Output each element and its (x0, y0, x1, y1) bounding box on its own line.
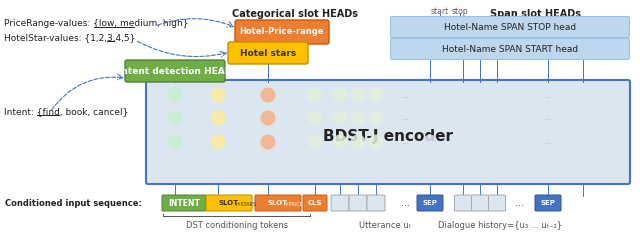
Text: ...: ... (401, 91, 409, 99)
Circle shape (369, 111, 383, 126)
Circle shape (211, 135, 225, 150)
Text: SLOT: SLOT (268, 200, 288, 206)
FancyBboxPatch shape (349, 195, 367, 211)
Circle shape (260, 111, 275, 126)
Text: DST conditioning tokens: DST conditioning tokens (186, 221, 288, 230)
Circle shape (490, 135, 504, 150)
Text: CLS: CLS (308, 200, 323, 206)
Text: Intent: {find, book, cancel}: Intent: {find, book, cancel} (4, 107, 129, 116)
FancyBboxPatch shape (146, 80, 630, 184)
Circle shape (369, 135, 383, 150)
Text: ...: ... (515, 198, 525, 208)
Text: H-PRICE: H-PRICE (284, 203, 304, 207)
FancyBboxPatch shape (390, 38, 630, 60)
Text: ...: ... (401, 137, 409, 146)
Circle shape (490, 88, 504, 103)
FancyBboxPatch shape (235, 20, 329, 44)
Circle shape (333, 111, 348, 126)
Circle shape (211, 88, 225, 103)
Text: H-STARS: H-STARS (235, 203, 256, 207)
Text: PriceRange-values: {low, medium, high}: PriceRange-values: {low, medium, high} (4, 20, 189, 29)
Text: Hotel-Name SPAN START head: Hotel-Name SPAN START head (442, 45, 578, 53)
FancyBboxPatch shape (303, 195, 327, 211)
FancyBboxPatch shape (331, 195, 349, 211)
Text: SEP: SEP (422, 200, 437, 206)
Circle shape (168, 88, 182, 103)
Circle shape (307, 88, 323, 103)
Text: ...: ... (544, 91, 552, 99)
Text: Hotel-Price-range: Hotel-Price-range (240, 28, 324, 37)
FancyBboxPatch shape (488, 195, 506, 211)
Text: ...: ... (401, 113, 409, 122)
FancyBboxPatch shape (162, 195, 206, 211)
Circle shape (472, 88, 488, 103)
Circle shape (260, 88, 275, 103)
Text: Conditioned input sequence:: Conditioned input sequence: (5, 199, 142, 209)
Text: ...: ... (544, 137, 552, 146)
Circle shape (168, 135, 182, 150)
Text: ...: ... (544, 113, 552, 122)
FancyBboxPatch shape (417, 195, 443, 211)
FancyBboxPatch shape (535, 195, 561, 211)
Text: Span slot HEADs: Span slot HEADs (490, 9, 580, 19)
FancyBboxPatch shape (206, 195, 252, 211)
Text: SEP: SEP (541, 200, 556, 206)
Text: start: start (431, 7, 449, 15)
Text: Categorical slot HEADs: Categorical slot HEADs (232, 9, 358, 19)
FancyBboxPatch shape (228, 42, 308, 64)
Circle shape (575, 111, 591, 126)
Text: SLOT: SLOT (219, 200, 239, 206)
Text: Utterance uₜ: Utterance uₜ (359, 221, 411, 230)
Circle shape (211, 111, 225, 126)
Text: Intent detection HEAD: Intent detection HEAD (118, 67, 232, 76)
Circle shape (307, 135, 323, 150)
Circle shape (422, 135, 438, 150)
Circle shape (472, 111, 488, 126)
Circle shape (260, 135, 275, 150)
Text: Dialogue history={u₃ ... uₜ₋₂}: Dialogue history={u₃ ... uₜ₋₂} (438, 221, 562, 230)
FancyBboxPatch shape (255, 195, 301, 211)
Circle shape (422, 88, 438, 103)
Circle shape (351, 111, 365, 126)
FancyBboxPatch shape (390, 16, 630, 38)
Circle shape (575, 135, 591, 150)
Text: Hotel stars: Hotel stars (240, 48, 296, 58)
Circle shape (369, 88, 383, 103)
Text: HotelStar-values: {1,2,3,4,5}: HotelStar-values: {1,2,3,4,5} (4, 33, 136, 43)
Circle shape (351, 135, 365, 150)
Text: stop: stop (452, 7, 468, 15)
Circle shape (307, 111, 323, 126)
Text: INTENT: INTENT (168, 198, 200, 207)
Circle shape (333, 135, 348, 150)
Circle shape (490, 111, 504, 126)
Text: ...: ... (401, 198, 410, 208)
Text: BDST-J encoder: BDST-J encoder (323, 129, 453, 144)
FancyBboxPatch shape (454, 195, 472, 211)
Circle shape (472, 135, 488, 150)
Circle shape (168, 111, 182, 126)
Circle shape (575, 88, 591, 103)
Circle shape (351, 88, 365, 103)
Circle shape (456, 111, 470, 126)
Circle shape (456, 88, 470, 103)
Circle shape (333, 88, 348, 103)
FancyBboxPatch shape (125, 60, 225, 82)
Circle shape (422, 111, 438, 126)
Circle shape (456, 135, 470, 150)
FancyBboxPatch shape (367, 195, 385, 211)
Text: Hotel-Name SPAN STOP head: Hotel-Name SPAN STOP head (444, 23, 576, 31)
FancyBboxPatch shape (472, 195, 488, 211)
